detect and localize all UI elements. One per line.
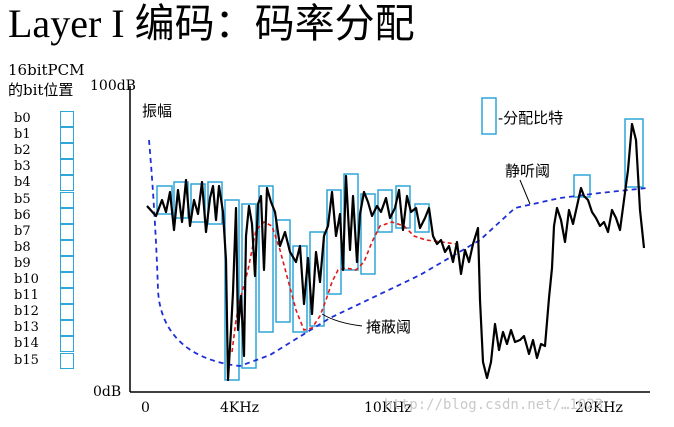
bit-cell bbox=[60, 304, 74, 321]
bit-label: b10 bbox=[14, 272, 39, 287]
watermark-text: http://blog.csdn.net/…1023 bbox=[384, 397, 604, 413]
legend-box-icon bbox=[481, 97, 497, 135]
bit-cell bbox=[60, 143, 74, 160]
bit-cell bbox=[60, 223, 74, 240]
bit-box bbox=[258, 185, 274, 333]
bit-cell bbox=[60, 175, 74, 192]
bit-cell bbox=[60, 320, 74, 337]
y-axis-top-label: 100dB bbox=[90, 78, 136, 94]
bit-cell bbox=[60, 288, 74, 305]
x-tick-10khz: 10KHz bbox=[364, 400, 412, 416]
amplitude-label: 振幅 bbox=[142, 102, 173, 120]
bit-cell bbox=[60, 207, 74, 224]
bit-label: b13 bbox=[14, 320, 39, 336]
bit-label: b15 bbox=[14, 352, 39, 368]
x-tick-20khz: 20KHz bbox=[575, 400, 623, 416]
bit-cell bbox=[60, 191, 74, 208]
bit-box bbox=[573, 174, 591, 198]
masking-threshold-pointer bbox=[321, 313, 363, 327]
audio-spectrum-curve bbox=[146, 122, 646, 382]
bit-label: b4 bbox=[14, 175, 31, 191]
bit-label: b1 bbox=[14, 127, 31, 143]
bit-box bbox=[624, 118, 644, 188]
slide-title: Layer I 编码：码率分配 bbox=[8, 1, 415, 46]
bit-label: b2 bbox=[14, 143, 31, 159]
bit-cell bbox=[60, 272, 74, 288]
bit-label: b9 bbox=[14, 255, 31, 271]
x-tick-4khz: 4KHz bbox=[220, 400, 259, 416]
bit-label: b11 bbox=[14, 288, 39, 304]
bit-cell bbox=[60, 255, 74, 272]
bit-label: b5 bbox=[14, 191, 31, 207]
bit-label: b8 bbox=[14, 239, 31, 255]
y-axis-bottom-label: 0dB bbox=[93, 384, 122, 400]
bit-label: b6 bbox=[14, 207, 31, 223]
bit-cell bbox=[60, 336, 74, 353]
bit-cell bbox=[60, 239, 74, 256]
masking-threshold-label: 掩蔽阈 bbox=[366, 318, 412, 336]
bit-cell bbox=[60, 159, 74, 176]
bit-position-header: 16bitPCM 的bit位置 bbox=[8, 60, 84, 100]
quiet-threshold-pointer bbox=[519, 179, 531, 205]
x-tick-0: 0 bbox=[141, 400, 150, 416]
bit-label: b14 bbox=[14, 336, 39, 352]
bit-label: b0 bbox=[14, 111, 31, 126]
bit-box bbox=[275, 219, 291, 323]
bit-cell bbox=[60, 352, 74, 369]
bit-header-line2: 的bit位置 bbox=[8, 81, 74, 99]
bit-label: b7 bbox=[14, 223, 31, 239]
bit-header-line1: 16bitPCM bbox=[8, 61, 85, 79]
bit-box bbox=[360, 193, 376, 275]
bit-box bbox=[156, 185, 173, 215]
bit-label: b3 bbox=[14, 159, 31, 175]
masking-threshold-curve bbox=[231, 221, 457, 353]
bit-box bbox=[190, 183, 206, 223]
bit-box bbox=[224, 199, 240, 381]
bit-box bbox=[241, 203, 257, 369]
bit-label: b12 bbox=[14, 304, 39, 320]
bit-cell bbox=[60, 127, 74, 144]
quiet-threshold-curve bbox=[148, 139, 648, 367]
quiet-threshold-label: 静听阈 bbox=[505, 162, 551, 180]
bit-box bbox=[377, 189, 393, 233]
bit-cell bbox=[60, 111, 74, 127]
bit-box bbox=[414, 203, 430, 233]
legend-label: -分配比特 bbox=[498, 109, 564, 127]
